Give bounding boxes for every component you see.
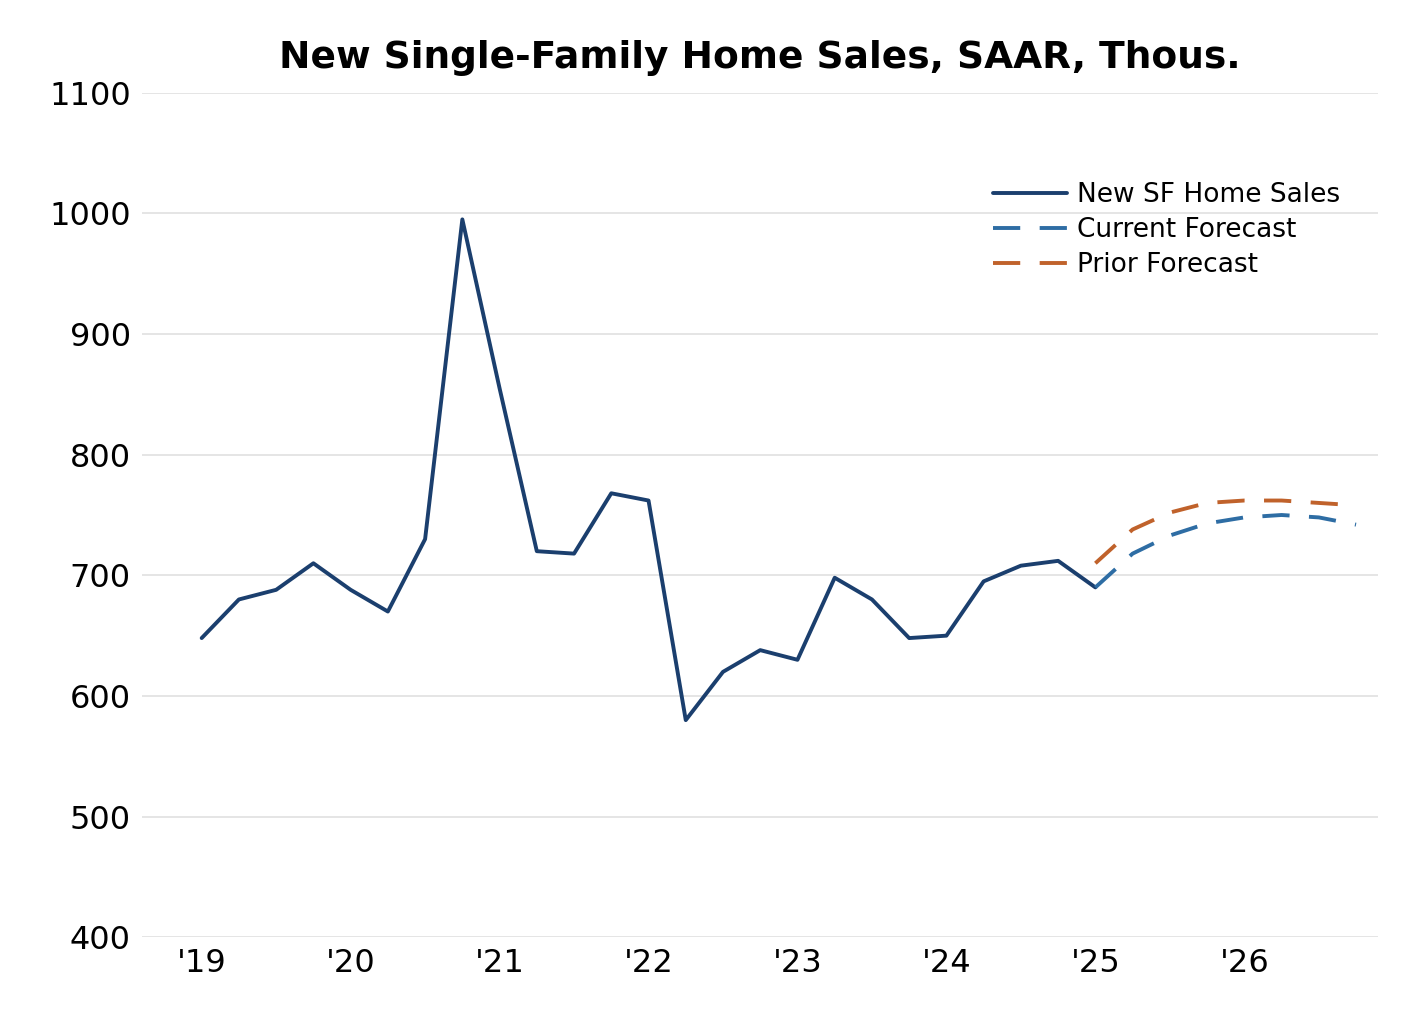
New SF Home Sales [529, 545, 546, 557]
New SF Home Sales [975, 575, 992, 587]
New SF Home Sales [826, 572, 843, 584]
Prior Forecast [1087, 557, 1104, 570]
New SF Home Sales [267, 584, 284, 596]
New SF Home Sales [566, 547, 583, 559]
New SF Home Sales [938, 629, 955, 642]
New SF Home Sales [230, 593, 247, 606]
New SF Home Sales [306, 557, 323, 570]
New SF Home Sales [379, 606, 396, 618]
New SF Home Sales [715, 665, 732, 678]
New SF Home Sales [752, 644, 769, 656]
Prior Forecast [1236, 494, 1253, 507]
New SF Home Sales [789, 654, 806, 666]
New SF Home Sales [639, 494, 657, 507]
New SF Home Sales [1012, 559, 1029, 572]
New SF Home Sales [864, 593, 881, 606]
Current Forecast [1198, 517, 1215, 529]
Current Forecast [1236, 511, 1253, 523]
Current Forecast [1124, 547, 1141, 559]
New SF Home Sales [416, 533, 433, 545]
New SF Home Sales [492, 382, 509, 394]
Prior Forecast [1273, 494, 1290, 507]
New SF Home Sales [453, 213, 470, 226]
Current Forecast [1161, 529, 1178, 542]
New SF Home Sales [193, 631, 210, 644]
Prior Forecast [1347, 500, 1364, 512]
Line: Prior Forecast: Prior Forecast [1096, 501, 1356, 563]
Prior Forecast [1124, 523, 1141, 536]
Line: New SF Home Sales: New SF Home Sales [202, 219, 1096, 720]
Prior Forecast [1198, 496, 1215, 509]
Line: Current Forecast: Current Forecast [1096, 515, 1356, 587]
Prior Forecast [1161, 507, 1178, 519]
Current Forecast [1087, 581, 1104, 593]
New SF Home Sales [603, 487, 620, 500]
New SF Home Sales [901, 631, 918, 644]
Current Forecast [1273, 509, 1290, 521]
Title: New Single-Family Home Sales, SAAR, Thous.: New Single-Family Home Sales, SAAR, Thou… [280, 40, 1241, 75]
New SF Home Sales [1087, 581, 1104, 593]
Legend: New SF Home Sales, Current Forecast, Prior Forecast: New SF Home Sales, Current Forecast, Pri… [993, 182, 1340, 278]
Prior Forecast [1310, 496, 1327, 509]
Current Forecast [1310, 511, 1327, 523]
New SF Home Sales [678, 714, 695, 726]
New SF Home Sales [342, 584, 360, 596]
New SF Home Sales [1050, 555, 1067, 568]
Current Forecast [1347, 518, 1364, 530]
